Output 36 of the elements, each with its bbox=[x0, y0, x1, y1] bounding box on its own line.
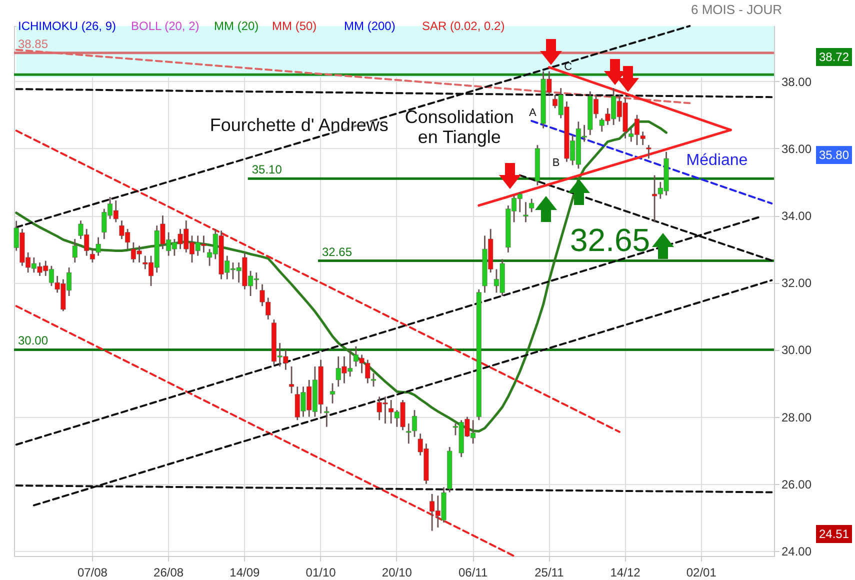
x-tick-label: 02/01 bbox=[686, 566, 717, 580]
ref-line-label: 35.10 bbox=[252, 162, 282, 177]
y-tick-label: 32.00 bbox=[782, 276, 812, 290]
x-tick-label: 14/09 bbox=[230, 566, 260, 580]
annotation: MM (20) bbox=[214, 19, 259, 33]
annotation: 32.65 bbox=[570, 222, 650, 260]
y-tick-label: 24.00 bbox=[782, 544, 812, 558]
text: 38.72 bbox=[816, 48, 852, 66]
y-tick-label: 26.00 bbox=[782, 477, 812, 492]
x-tick-label: 07/08 bbox=[77, 566, 108, 580]
annotation: SAR (0.02, 0.2) bbox=[422, 19, 505, 33]
y-tick-label: 28.00 bbox=[782, 410, 812, 424]
x-tick-label: 26/08 bbox=[154, 566, 184, 580]
annotation: MM (200) bbox=[344, 19, 396, 33]
annotation: BOLL (20, 2) bbox=[131, 19, 200, 33]
x-tick-label: 20/10 bbox=[382, 566, 412, 580]
y-tick-label: 34.00 bbox=[782, 209, 812, 224]
y-tick-label: 36.00 bbox=[782, 142, 812, 156]
x-tick-label: 14/12 bbox=[610, 566, 641, 580]
x-tick-label: 01/10 bbox=[306, 566, 336, 580]
text: 24.51 bbox=[816, 525, 852, 543]
annotation: Consolidation en Tiangle bbox=[404, 106, 515, 146]
ref-line-label: 30.00 bbox=[18, 334, 48, 348]
ref-line-label: 38.85 bbox=[18, 36, 48, 51]
y-tick-label: 38.00 bbox=[782, 74, 812, 89]
y-tick-label: 30.00 bbox=[782, 343, 812, 358]
annotation: B bbox=[552, 156, 560, 169]
annotation: ICHIMOKU (26, 9) bbox=[18, 19, 116, 33]
annotation: Médiane bbox=[686, 152, 748, 170]
annotation: MM (50) bbox=[272, 19, 317, 33]
annotation: A bbox=[529, 106, 536, 118]
ref-line-label: 32.65 bbox=[322, 244, 352, 259]
x-tick-label: 06/11 bbox=[458, 566, 488, 580]
text: 35.80 bbox=[816, 146, 852, 164]
x-tick-label: 25/11 bbox=[534, 566, 564, 580]
chart-title: 6 MOIS - JOUR bbox=[690, 2, 782, 17]
